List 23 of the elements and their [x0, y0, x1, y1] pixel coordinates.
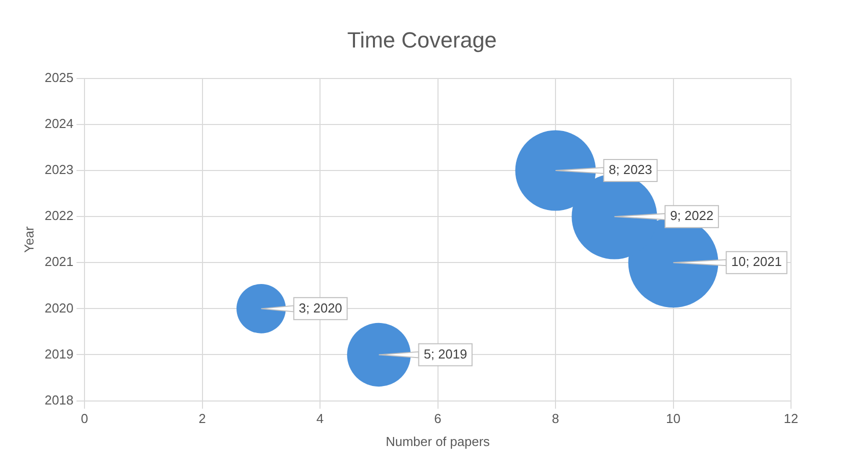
x-tick-label: 8 — [552, 411, 560, 426]
y-axis-title: Year — [21, 226, 36, 253]
y-tick-label: 2023 — [44, 162, 74, 178]
y-tick-label: 2021 — [44, 254, 74, 270]
x-tick-label: 0 — [80, 411, 88, 426]
data-label: 9; 2022 — [670, 208, 714, 224]
y-tick-label: 2025 — [44, 70, 74, 85]
x-tick-label: 4 — [316, 411, 324, 426]
data-label: 8; 2023 — [608, 162, 652, 178]
x-tick-label: 2 — [198, 411, 206, 426]
data-label: 3; 2020 — [298, 300, 342, 316]
x-axis-title: Number of papers — [386, 434, 490, 449]
x-tick-label: 6 — [434, 411, 442, 426]
data-label: 10; 2021 — [731, 254, 782, 270]
data-label: 5; 2019 — [424, 346, 468, 362]
y-tick-label: 2022 — [44, 208, 74, 224]
y-tick-label: 2024 — [44, 116, 74, 132]
chart-title: Time Coverage — [347, 27, 497, 52]
y-tick-label: 2019 — [44, 346, 74, 362]
y-tick-label: 2020 — [44, 300, 74, 316]
x-tick-label: 12 — [784, 411, 798, 426]
x-tick-label: 10 — [666, 411, 680, 426]
y-tick-label: 2018 — [44, 392, 74, 408]
